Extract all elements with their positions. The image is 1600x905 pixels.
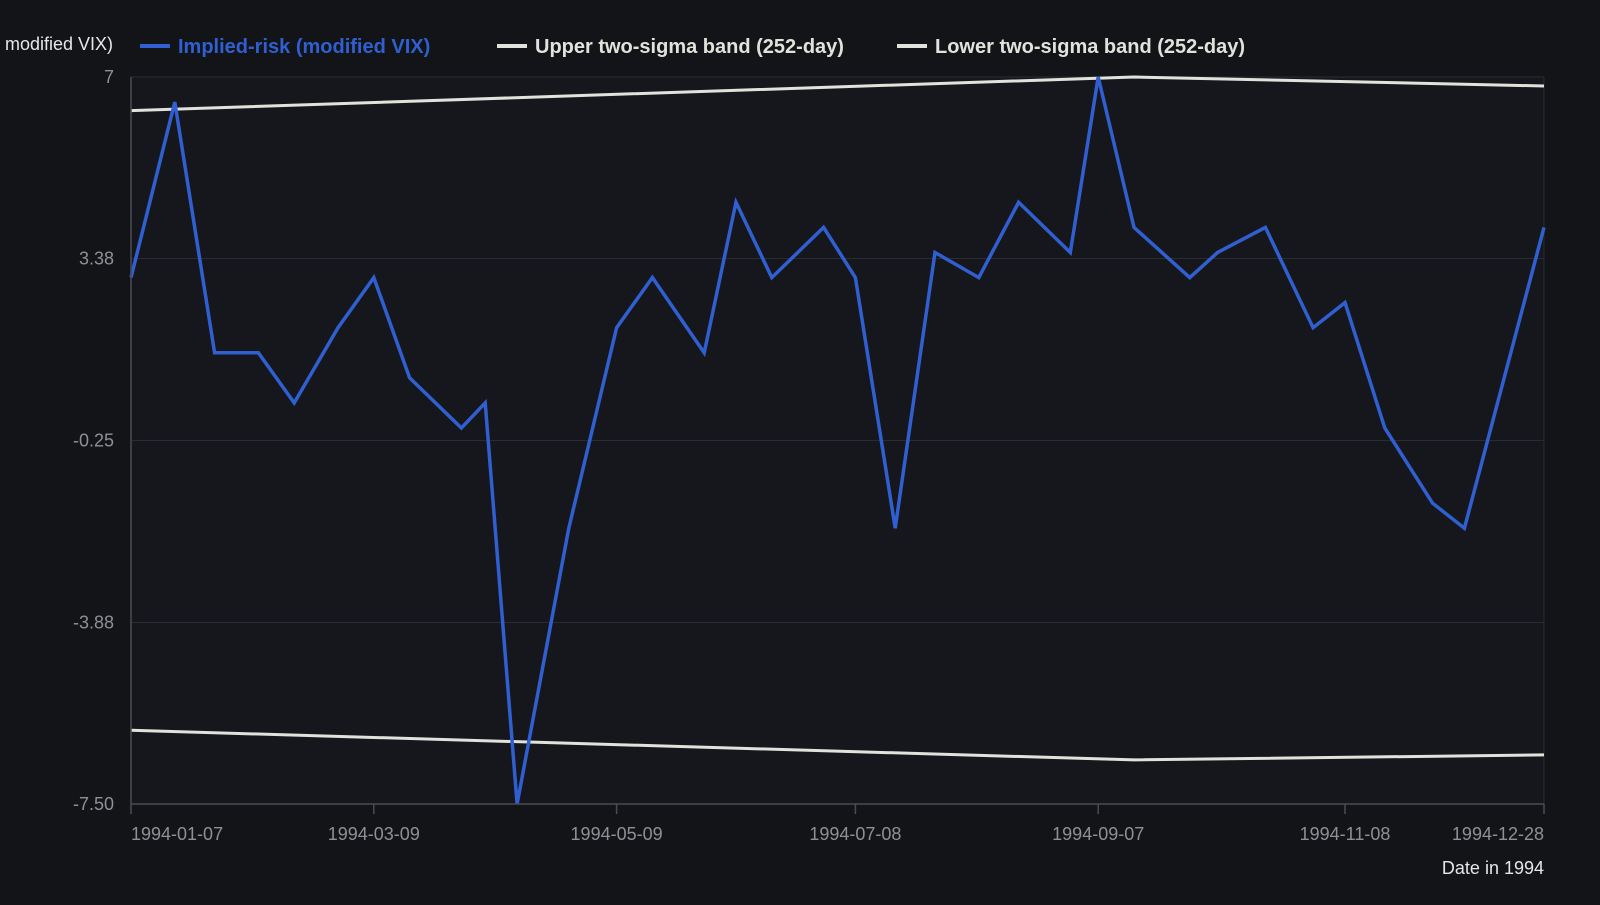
legend-item: Implied-risk (modified VIX): [140, 36, 430, 58]
y-tick-label: -3.88: [73, 613, 114, 633]
y-tick-label: 7: [104, 67, 114, 87]
x-tick-label: 1994-12-28: [1452, 824, 1544, 844]
x-tick-label: 1994-05-09: [571, 824, 663, 844]
legend-item: Lower two-sigma band (252-day): [897, 36, 1245, 58]
band-lines: [130, 75, 1545, 762]
lower-band-line: [130, 728, 1545, 762]
legend-label: Upper two-sigma band (252-day): [535, 36, 844, 58]
legend-label: Lower two-sigma band (252-day): [935, 36, 1245, 58]
y-tick-label: 3.38: [79, 248, 114, 268]
y-tick-label: -0.25: [73, 431, 114, 451]
x-tick-label: 1994-01-07: [131, 824, 223, 844]
x-tick-label: 1994-03-09: [328, 824, 420, 844]
legend: Implied-risk (modified VIX) Upper two-sig…: [140, 36, 1245, 58]
x-tick-label: 1994-09-07: [1052, 824, 1144, 844]
series-lines: [129, 76, 1546, 805]
legend-label: Implied-risk (modified VIX): [178, 36, 430, 58]
x-tick-label: 1994-11-08: [1300, 824, 1391, 844]
x-axis-title: Date in 1994: [1442, 858, 1544, 878]
axes: 7 3.38 -0.25 -3.88 -7.50 1994-01-07 1994-03-09…: [73, 67, 1545, 844]
x-tick-label: 1994-07-08: [809, 824, 901, 844]
y-tick-label: -7.50: [73, 794, 114, 814]
legend-item: Upper two-sigma band (252-day): [497, 36, 844, 58]
implied-risk-line: [129, 76, 1546, 805]
upper-band-line: [130, 75, 1545, 113]
y-axis-title: modified VIX): [5, 34, 113, 54]
